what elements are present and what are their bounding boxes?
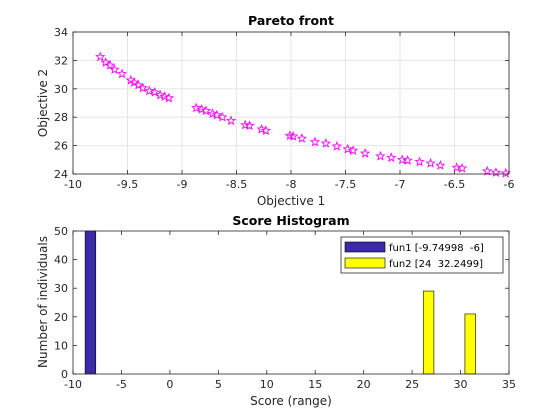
pareto-point: [414, 156, 425, 167]
histogram-x-tick-label: 5: [215, 378, 222, 391]
pareto-point: [386, 152, 397, 163]
pareto-point: [149, 86, 160, 97]
histogram-bar-fun1: [84, 230, 97, 375]
histogram-x-label: Score (range): [250, 394, 332, 408]
pareto-axes-border: [72, 31, 510, 175]
pareto-point: [309, 136, 321, 147]
histogram-x-tick-label: 20: [357, 378, 371, 391]
pareto-point: [137, 82, 148, 93]
pareto-point: [342, 143, 353, 154]
pareto-point: [402, 155, 413, 165]
pareto-point: [116, 68, 128, 79]
pareto-point: [451, 162, 462, 173]
pareto-point: [320, 138, 332, 148]
histogram-y-tick-labels: 0 10 20 30 40 50: [54, 225, 68, 381]
histogram-axes-border: [72, 230, 510, 375]
pareto-point: [244, 120, 255, 131]
pareto-point: [217, 111, 228, 122]
histogram-x-tick-label: 0: [166, 378, 173, 391]
pareto-y-tick-label: 26: [54, 140, 68, 153]
pareto-x-tick-label: -9: [177, 178, 188, 191]
histogram-y-tick-label: 50: [54, 225, 68, 238]
histogram-y-tick-label: 30: [54, 282, 68, 295]
pareto-point: [260, 125, 272, 136]
pareto-point: [482, 165, 493, 176]
pareto-x-tick-label: -7: [395, 178, 406, 191]
pareto-y-tick-labels: 24 26 28 30 32 34: [54, 26, 68, 181]
histogram-bar-fun2: [422, 290, 435, 375]
legend-label-fun2: fun2 [24 32.2499]: [389, 259, 483, 270]
legend-swatch-fun2: [344, 257, 386, 269]
pareto-y-tick-label: 32: [54, 54, 68, 67]
histogram-y-tick-label: 40: [54, 254, 68, 267]
pareto-x-label: Objective 1: [257, 194, 325, 208]
histogram-x-tick-label: 30: [454, 378, 468, 391]
pareto-point: [144, 85, 155, 96]
pareto-point: [359, 147, 371, 158]
pareto-point: [109, 64, 120, 75]
pareto-y-tick-label: 30: [54, 83, 68, 96]
pareto-x-tick-label: -8: [286, 178, 297, 191]
pareto-point: [397, 154, 408, 165]
histogram-y-label: Number of individuals: [36, 236, 50, 368]
histogram-x-tick-labels: -10 -5 0 5 10 15 20 25 30 35: [64, 378, 516, 391]
histogram-x-tick-label: 10: [260, 378, 274, 391]
pareto-point: [95, 51, 106, 62]
pareto-x-tick-label: -9.5: [117, 178, 138, 191]
pareto-point: [196, 103, 207, 114]
pareto-y-tick-label: 24: [54, 168, 68, 181]
histogram-title: Score Histogram: [232, 213, 349, 228]
pareto-x-tick-labels: -10 -9.5 -9 -8.5 -8 -7.5 -7 -6.5 -6: [64, 178, 514, 191]
histogram-x-tick-label: -10: [64, 378, 82, 391]
legend-swatch-fun1: [344, 241, 386, 253]
histogram-x-tick-label: 25: [405, 378, 419, 391]
pareto-point: [288, 130, 299, 141]
pareto-y-tick-label: 28: [54, 111, 68, 124]
pareto-point: [225, 115, 237, 126]
pareto-x-tick-label: -6: [504, 178, 515, 191]
pareto-y-tick-label: 34: [54, 26, 68, 39]
pareto-point: [456, 162, 468, 173]
score-histogram-plot: -10 -5 0 5 10 15 20 25 30 35 0 10 20 30 40 50 Score Hi…: [36, 213, 516, 408]
pareto-point: [104, 59, 116, 70]
pareto-point: [425, 157, 436, 168]
pareto-point: [155, 89, 166, 100]
pareto-x-tick-label: -8.5: [226, 178, 247, 191]
histogram-y-tick-label: 10: [54, 339, 68, 352]
pareto-point: [296, 133, 308, 143]
pareto-x-tick-label: -7.5: [335, 178, 356, 191]
pareto-front-plot: -10 -9.5 -9 -8.5 -8 -7.5 -7 -6.5 -6 24 26 28 30 32 34…: [36, 13, 514, 208]
pareto-point: [207, 108, 218, 119]
pareto-point: [159, 91, 170, 102]
pareto-point: [211, 109, 223, 120]
pareto-point: [435, 160, 446, 170]
pareto-point: [375, 150, 386, 161]
histogram-x-tick-label: 15: [308, 378, 322, 391]
pareto-point: [200, 105, 212, 116]
pareto-y-label: Objective 2: [36, 69, 50, 137]
histogram-legend: fun1 [-9.74998 -6] fun2 [24 32.2499]: [340, 236, 504, 274]
legend-label-fun1: fun1 [-9.74998 -6]: [389, 243, 484, 254]
histogram-x-tick-label: 35: [502, 378, 516, 391]
pareto-point: [163, 92, 175, 103]
pareto-point: [284, 130, 296, 141]
pareto-title: Pareto front: [248, 13, 334, 28]
pareto-point: [347, 145, 359, 155]
pareto-point: [240, 119, 251, 130]
pareto-point: [331, 140, 342, 151]
pareto-point: [256, 123, 267, 134]
pareto-points: [95, 51, 511, 178]
histogram-y-tick-label: 20: [54, 311, 68, 324]
pareto-point: [190, 102, 202, 113]
pareto-x-tick-label: -10: [64, 178, 82, 191]
histogram-y-tick-label: 0: [61, 368, 68, 381]
histogram-bar-fun2: [464, 313, 476, 375]
pareto-x-tick-label: -6.5: [444, 178, 465, 191]
histogram-x-tick-label: -5: [116, 378, 127, 391]
